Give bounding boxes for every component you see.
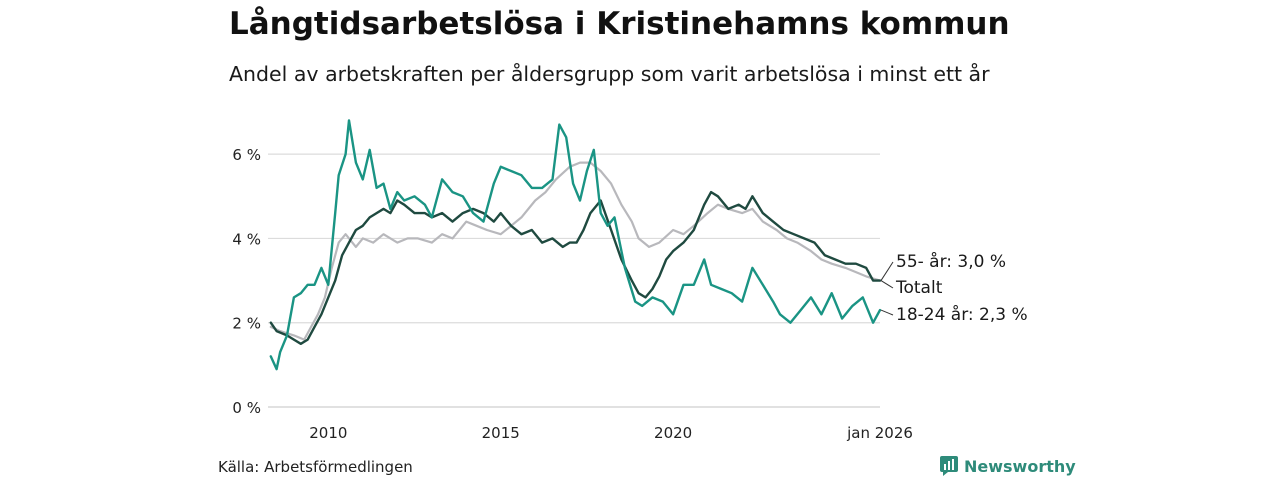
gridlines [268,153,880,408]
series-end-label: Totalt [895,278,943,298]
leader-line [880,261,894,281]
series-line-totalt [269,190,882,345]
series-end-labels: 55- år: 3,0 % Totalt 18-24 år: 2,3 % [880,251,1028,325]
leader-line [880,309,894,316]
x-tick-label: 2015 [482,424,520,442]
y-tick-label: 2 % [232,315,261,333]
y-tick-label: 4 % [232,230,261,248]
x-tick-label: 2020 [654,424,692,442]
series-end-label: 18-24 år: 2,3 % [896,304,1028,325]
source-note: Källa: Arbetsförmedlingen [218,458,413,476]
y-tick-label: 6 % [232,146,261,164]
newsworthy-chart-icon [940,456,958,476]
series-line-18-24-r [269,119,882,371]
leader-line [880,280,894,289]
x-tick-label: jan 2026 [846,424,913,442]
chart-subtitle: Andel av arbetskraften per åldersgrupp s… [229,62,990,86]
series-lines [269,119,882,371]
y-tick-label: 0 % [232,399,261,417]
axes: 0 % 2 % 4 % 6 % 2010 2015 2020 jan 2026 [232,146,912,442]
chart-title: Långtidsarbetslösa i Kristinehamns kommu… [229,6,1010,42]
brand-logo: Newsworthy [940,456,1076,476]
x-tick-label: 2010 [309,424,347,442]
series-end-label: 55- år: 3,0 % [896,251,1006,272]
brand-name: Newsworthy [964,456,1076,476]
